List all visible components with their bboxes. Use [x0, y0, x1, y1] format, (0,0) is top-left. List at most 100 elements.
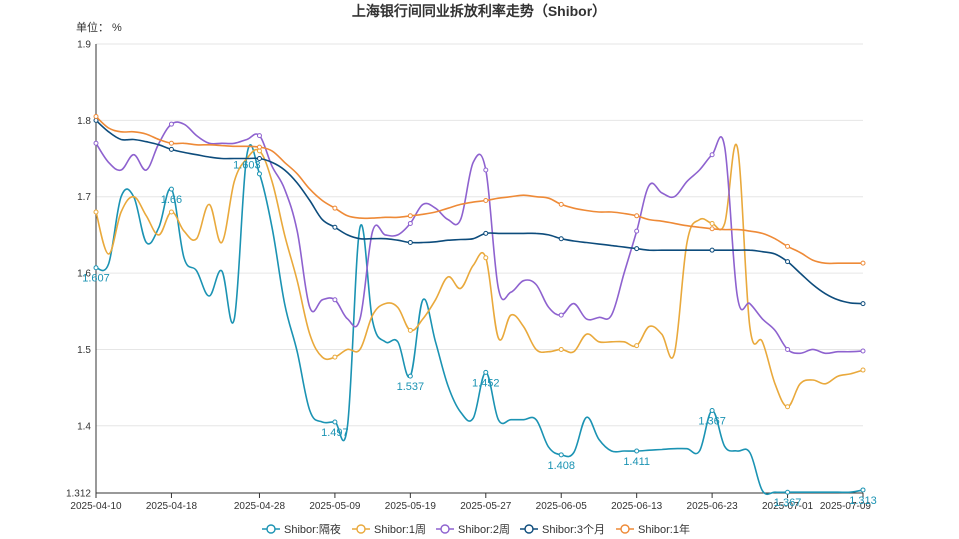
legend-marker: [266, 524, 276, 534]
data-label: 1.452: [472, 377, 500, 389]
data-point[interactable]: [785, 346, 791, 352]
data-point[interactable]: [483, 198, 489, 204]
legend-label: Shibor:1年: [638, 522, 690, 536]
chart-title: 上海银行间同业拆放利率走势（Shibor）: [352, 3, 606, 19]
data-point[interactable]: [256, 133, 262, 139]
data-point[interactable]: [860, 348, 866, 354]
y-tick-label: 1.7: [77, 192, 91, 203]
data-point[interactable]: [709, 408, 715, 414]
data-point[interactable]: [93, 114, 99, 120]
grid-lines: [96, 43, 863, 494]
data-point[interactable]: [483, 167, 489, 173]
data-point[interactable]: [168, 140, 174, 146]
data-point[interactable]: [407, 240, 413, 246]
data-point[interactable]: [332, 224, 338, 230]
series-line-2: [95, 121, 864, 355]
x-tick-label: 2025-04-10: [70, 501, 122, 512]
data-point[interactable]: [558, 236, 564, 242]
legend-item-0[interactable]: Shibor:隔夜: [262, 522, 341, 536]
data-label: 1.603: [233, 160, 261, 172]
data-point[interactable]: [168, 146, 174, 152]
data-point[interactable]: [634, 213, 640, 219]
legend-item-1[interactable]: Shibor:1周: [352, 523, 426, 536]
data-point[interactable]: [860, 367, 866, 373]
unit-label: 单位： %: [76, 20, 122, 34]
series-line-1: [95, 143, 864, 408]
data-point[interactable]: [407, 327, 413, 333]
legend-label: Shibor:3个月: [542, 523, 605, 536]
data-point[interactable]: [483, 369, 489, 375]
legend[interactable]: Shibor:隔夜 Shibor:1周 Shibor:2周 Shibor:3个月 Shi…: [262, 522, 690, 536]
x-tick-label: 2025-04-18: [146, 501, 198, 512]
data-point[interactable]: [785, 259, 791, 265]
data-point[interactable]: [558, 201, 564, 207]
x-tick-label: 2025-06-23: [687, 501, 739, 512]
data-point[interactable]: [709, 226, 715, 232]
data-point[interactable]: [332, 354, 338, 360]
data-point[interactable]: [860, 487, 866, 493]
y-tick-label: 1.8: [77, 116, 91, 127]
data-point[interactable]: [168, 209, 174, 215]
y-tick-label: 1.9: [77, 40, 91, 51]
data-point[interactable]: [558, 452, 564, 458]
legend-marker: [620, 524, 630, 534]
y-tick-label: 1.312: [66, 489, 91, 500]
x-tick-label: 2025-05-19: [385, 501, 437, 512]
data-point[interactable]: [332, 205, 338, 211]
x-tick-label: 2025-06-13: [611, 501, 663, 512]
data-point[interactable]: [256, 156, 262, 162]
data-point[interactable]: [558, 346, 564, 352]
data-label: 1.537: [397, 381, 425, 393]
data-point[interactable]: [634, 343, 640, 349]
data-label: 1.367: [698, 416, 726, 428]
data-point[interactable]: [407, 220, 413, 226]
x-tick-label: 2025-04-28: [234, 501, 286, 512]
y-tick-label: 1.5: [77, 345, 91, 356]
data-label: 1.408: [547, 460, 575, 472]
data-point[interactable]: [483, 230, 489, 236]
data-point[interactable]: [634, 246, 640, 252]
data-point[interactable]: [558, 312, 564, 318]
data-point[interactable]: [407, 213, 413, 219]
legend-item-3[interactable]: Shibor:3个月: [520, 523, 605, 536]
data-labels: 1.607 1.66 1.603 1.497 1.537 1.452 1.408 1.411 1…: [82, 160, 877, 510]
data-point[interactable]: [168, 186, 174, 192]
x-tick-label: 2025-05-27: [460, 501, 512, 512]
data-point[interactable]: [93, 209, 99, 215]
data-label: 1.313: [849, 495, 877, 507]
data-point[interactable]: [709, 220, 715, 226]
data-point[interactable]: [860, 260, 866, 266]
data-point[interactable]: [168, 121, 174, 127]
data-point[interactable]: [785, 243, 791, 249]
legend-label: Shibor:1周: [374, 523, 426, 536]
data-point[interactable]: [256, 171, 262, 177]
data-point[interactable]: [93, 140, 99, 146]
data-point[interactable]: [634, 228, 640, 234]
data-point[interactable]: [407, 373, 413, 379]
series-line-4: [95, 115, 863, 265]
data-label: 1.66: [161, 194, 182, 206]
data-point[interactable]: [709, 152, 715, 158]
y-tick-label: 1.4: [77, 421, 91, 432]
x-tick-label: 2025-07-09: [820, 501, 872, 512]
x-tick-label: 2025-07-01: [762, 501, 814, 512]
legend-item-2[interactable]: Shibor:2周: [436, 523, 510, 536]
series-line-0: [95, 144, 864, 496]
data-point[interactable]: [785, 404, 791, 410]
legend-item-4[interactable]: Shibor:1年: [616, 522, 690, 536]
y-tick-label: 1.6: [77, 269, 91, 280]
data-point[interactable]: [634, 448, 640, 454]
legend-marker: [440, 524, 450, 534]
data-point[interactable]: [256, 144, 262, 150]
data-point[interactable]: [709, 247, 715, 253]
data-label: 1.411: [623, 456, 650, 468]
data-point[interactable]: [483, 255, 489, 261]
data-point[interactable]: [785, 489, 791, 495]
data-point[interactable]: [93, 265, 99, 271]
legend-label: Shibor:2周: [458, 523, 510, 536]
data-point[interactable]: [860, 301, 866, 307]
data-point[interactable]: [332, 297, 338, 303]
data-point[interactable]: [332, 419, 338, 425]
